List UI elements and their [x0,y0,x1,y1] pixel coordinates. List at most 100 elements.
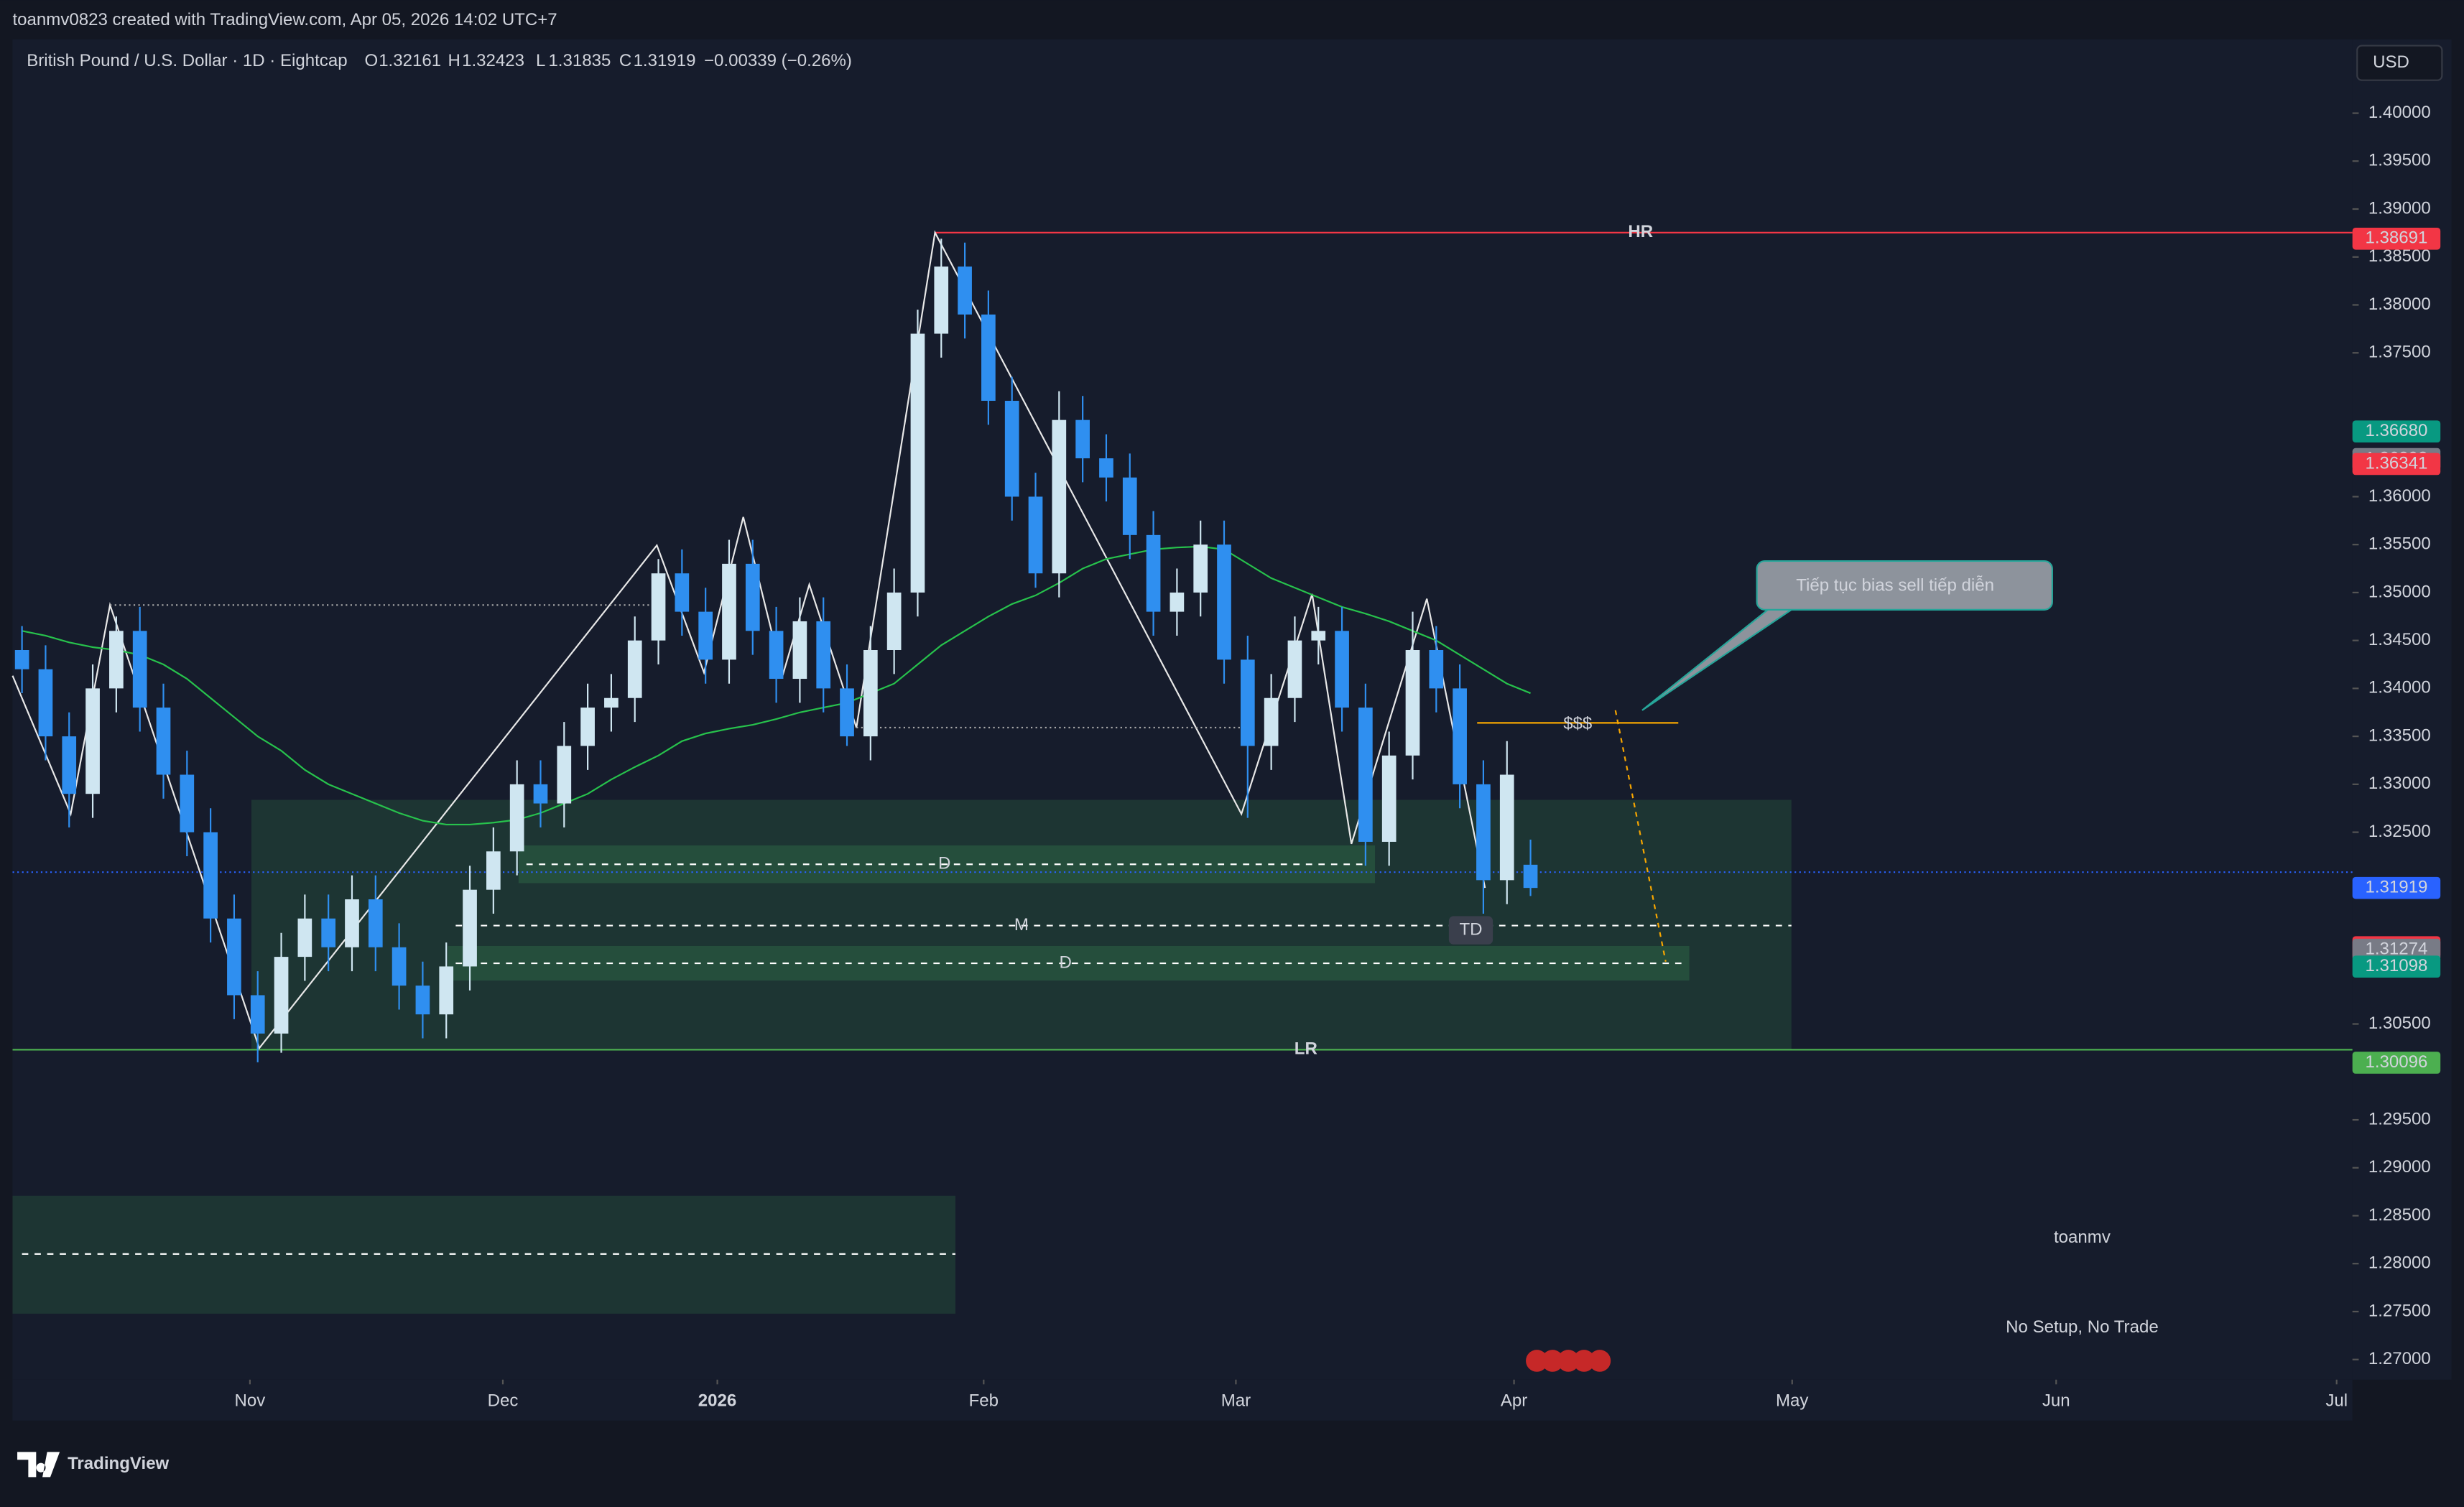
candle-body [533,784,548,804]
candle-body [14,649,29,669]
candle-body [627,640,642,698]
td-box [1448,916,1493,945]
y-tick-label: 1.27500 [2368,1301,2431,1320]
candle-body [274,957,289,1034]
x-tick-label: Dec [488,1391,519,1411]
y-tick-label: 1.35000 [2368,582,2431,601]
moving-average [22,545,1531,826]
candle-body [321,918,336,947]
candle-body [816,621,831,689]
candle-body [1122,477,1137,535]
ohlc-value: 1.32423 [462,51,524,70]
candle-body [1287,640,1302,698]
ohlc-key: C [619,51,631,70]
y-tick-label: 1.32500 [2368,822,2431,841]
ohlc-key: H [448,51,460,70]
x-tick-label: May [1776,1391,1808,1411]
annotation: $$$ [1563,714,1592,733]
x-tick-label: Jul [2325,1391,2348,1411]
candle-body [1075,419,1090,459]
y-tick-label: 1.30500 [2368,1014,2431,1033]
y-tick-label: 1.37500 [2368,343,2431,362]
x-tick-label: Jun [2042,1391,2070,1411]
byline: toanmv0823 created with TradingView.com,… [13,10,557,29]
logo-text: TradingView [68,1454,169,1473]
price-badge [2352,1052,2441,1074]
candle-body [1240,659,1255,746]
price-badge [2352,938,2441,961]
y-tick-label: 1.38000 [2368,295,2431,314]
candle-body [792,621,807,680]
y-tick-label: 1.28500 [2368,1205,2431,1225]
x-tick-label: Apr [1501,1391,1527,1411]
candle-body [1264,697,1279,746]
candle-body [1523,864,1538,889]
candle-body [886,592,902,650]
candle-body [203,832,218,919]
y-tick-label: 1.40000 [2368,103,2431,122]
logo: TradingView [17,1452,170,1478]
candle-body [1052,419,1067,574]
candle-body [180,774,195,833]
candle-body [486,851,501,890]
candle-body [745,563,760,631]
candle-body [722,563,736,660]
y-tick-label: 1.35500 [2368,534,2431,554]
callout-text: Tiếp tục bias sell tiếp diễn [1796,575,1994,595]
candle-body [1335,631,1349,708]
event-icons [1526,1350,1611,1372]
candle-body [1499,774,1514,881]
candle-body [958,266,972,315]
annotation: HR [1628,222,1653,241]
y-tick-label: 1.34500 [2368,630,2431,649]
candle-body [1358,708,1373,842]
y-tick-label: 1.39000 [2368,198,2431,218]
y-tick-label: 1.34000 [2368,678,2431,697]
candle-body [604,697,619,708]
candle-body [1099,458,1113,478]
price-badge [2352,955,2441,978]
candle-body [62,736,77,794]
currency: USD [2373,52,2409,72]
price-badge-label: 1.31098 [2365,956,2427,975]
time-axis [12,1379,2353,1421]
x-tick-label: 2026 [698,1391,737,1411]
candle-body [698,611,713,660]
candle-body [439,966,454,1015]
candle-body [863,649,878,737]
price-badge [2352,420,2441,442]
ohlc-value: 1.32161 [379,51,441,70]
annotation: D [1059,952,1071,972]
candle-body [250,995,265,1034]
price-badge-label: 1.36680 [2365,421,2427,440]
ohlc-value: 1.31835 [548,51,611,70]
annotation: LR [1294,1039,1317,1059]
x-tick-label: Nov [235,1391,266,1411]
candle-body [509,784,524,852]
price-badge-label: 1.30096 [2365,1052,2427,1072]
ohlc-key: O [365,51,379,70]
candle-body [463,889,477,967]
callout-box [1756,560,2053,611]
ohlc-value: 1.31919 [634,51,696,70]
y-tick-label: 1.39500 [2368,151,2431,170]
candle-body [38,669,53,737]
y-tick-label: 1.36000 [2368,486,2431,506]
candle-body [156,708,171,775]
y-tick-label: 1.28000 [2368,1253,2431,1273]
candle-body [1193,544,1208,593]
y-tick-label: 1.29500 [2368,1109,2431,1128]
candle-body [769,631,784,680]
candle-body [934,266,949,334]
zones [11,230,2353,1314]
candle-body [1453,688,1467,784]
candle-body [1311,631,1326,641]
candle-body [675,573,690,612]
ohlc-key: L [536,51,545,70]
candle-body [1476,784,1491,881]
candle-body [392,947,407,986]
candle-body [651,573,666,641]
zone [448,945,1690,981]
